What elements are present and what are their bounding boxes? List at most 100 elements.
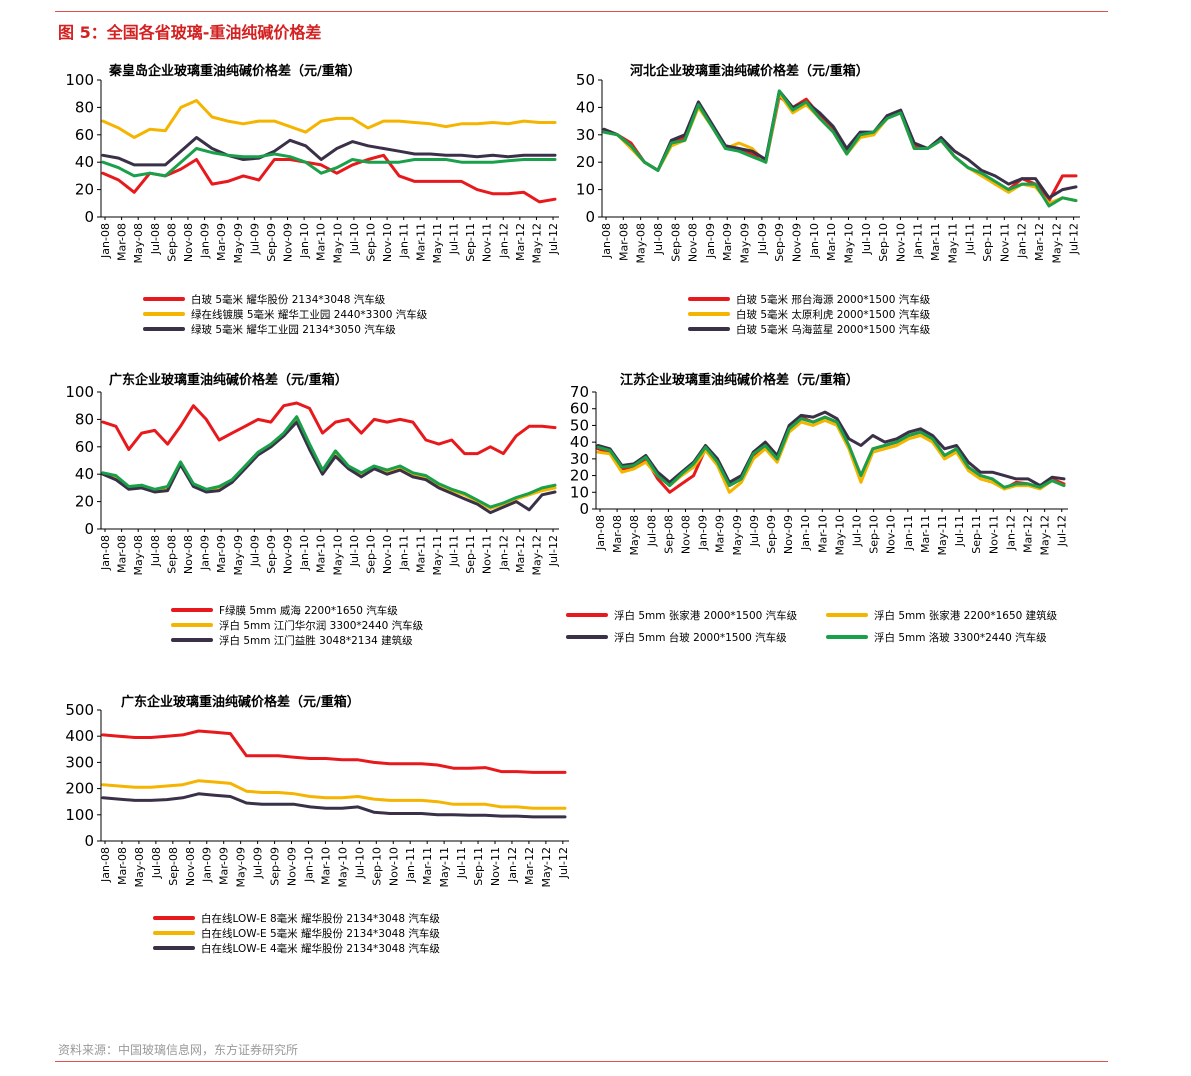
y-tick-label: 20	[75, 493, 94, 511]
x-tick-label: Jul-10	[348, 223, 361, 255]
y-tick-label: 0	[585, 208, 595, 226]
x-tick-label: Sep-08	[165, 223, 178, 262]
x-tick-label: Mar-12	[1033, 223, 1046, 261]
x-tick-label: Mar-11	[414, 223, 427, 261]
series-line-3	[602, 89, 1078, 200]
y-tick-label: 40	[75, 153, 94, 171]
chart-guangdong-lowe: 广东企业玻璃重油纯碱价格差（元/重箱） 0 100 200 300 400 500 Jan-0…	[45, 690, 575, 960]
x-tick-label: Mar-12	[514, 223, 527, 261]
y-tick-label: 30	[576, 126, 595, 144]
x-tick-label: May-09	[731, 515, 744, 556]
x-tick-label: Mar-08	[116, 847, 129, 885]
x-tick-label: Nov-11	[489, 847, 502, 886]
x-tick-label: Mar-11	[421, 847, 434, 885]
y-tick-label: 80	[75, 410, 94, 428]
series-line-2	[101, 99, 557, 139]
x-tick-label: Mar-09	[218, 847, 231, 885]
x-tick-label: Mar-12	[514, 535, 527, 573]
x-tick-label: Jan-11	[398, 223, 411, 259]
x-tick-label: May-08	[132, 223, 145, 264]
x-tick-label: Sep-11	[472, 847, 485, 886]
legend-label-1: 白在线LOW-E 8毫米 耀华股份 2134*3048 汽车级	[201, 912, 440, 925]
x-tick-label: Sep-11	[970, 515, 983, 554]
x-tick-label: Nov-10	[381, 223, 394, 262]
x-tick-label: Mar-11	[414, 535, 427, 573]
y-tick-label: 100	[65, 383, 94, 401]
x-tick-label: Jul-10	[851, 515, 864, 547]
x-tick-label: Nov-08	[680, 515, 693, 554]
x-tick-label: Jan-11	[398, 535, 411, 571]
x-tick-label: Nov-08	[184, 847, 197, 886]
x-tick-label: Sep-11	[464, 223, 477, 262]
y-tick-label: 300	[65, 753, 94, 771]
source-note: 资料来源：中国玻璃信息网，东方证券研究所	[58, 1043, 299, 1057]
x-tick-label: Jan-09	[697, 515, 710, 551]
y-tick-label: 70	[570, 383, 589, 401]
x-tick-label: May-11	[936, 515, 949, 556]
x-tick-label: Jul-11	[953, 515, 966, 547]
x-tick-label: May-11	[431, 535, 444, 576]
legend-label-2: 白在线LOW-E 5毫米 耀华股份 2134*3048 汽车级	[201, 927, 440, 940]
x-tick-label: Mar-10	[315, 535, 328, 573]
x-tick-label: May-08	[133, 847, 146, 888]
x-tick-label: Jan-11	[912, 223, 925, 259]
legend-label-2: 绿在线镀膜 5毫米 耀华工业园 2440*3300 汽车级	[191, 308, 428, 321]
x-tick-label: Mar-10	[825, 223, 838, 261]
y-tick-label: 50	[570, 416, 589, 434]
x-tick-label: Jan-11	[404, 847, 417, 883]
x-tick-label: Jan-10	[808, 223, 821, 259]
x-tick-label: Jan-09	[704, 223, 717, 259]
x-tick-label: May-12	[1039, 515, 1052, 556]
x-tick-label: Jul-12	[547, 223, 560, 255]
y-tick-label: 60	[75, 126, 94, 144]
y-tick-label: 20	[75, 181, 94, 199]
x-tick-label: Sep-10	[370, 847, 383, 886]
chart-hebei: 河北企业玻璃重油纯碱价格差（元/重箱） 0 10 20 30 40 50 Jan-08 Mar-…	[562, 58, 1102, 358]
x-tick-label: Jan-11	[902, 515, 915, 551]
x-tick-label: May-09	[739, 223, 752, 264]
x-tick-label: May-08	[132, 535, 145, 576]
y-tick-label: 30	[570, 450, 589, 468]
legend-label-1: 白玻 5毫米 耀华股份 2134*3048 汽车级	[191, 293, 386, 306]
figure-title: 图 5：全国各省玻璃-重油纯碱价格差	[58, 23, 322, 42]
x-tick-label: Jan-08	[594, 515, 607, 551]
x-tick-label: Mar-08	[617, 223, 630, 261]
y-tick-label: 0	[84, 832, 94, 850]
y-tick-label: 40	[75, 465, 94, 483]
y-tick-label: 500	[65, 701, 94, 719]
chart-jiangsu: 江苏企业玻璃重油纯碱价格差（元/重箱） 0 10 20 30 40 50 60 70 Jan-08…	[560, 370, 1108, 660]
x-tick-label: Jan-08	[99, 847, 112, 883]
x-tick-label: May-08	[628, 515, 641, 556]
chart-title: 广东企业玻璃重油纯碱价格差（元/重箱）	[109, 372, 348, 388]
x-tick-label: Jul-09	[248, 535, 261, 567]
legend-label-4: 浮白 5mm 洛玻 3300*2440 汽车级	[874, 631, 1047, 644]
chart-qinhuangdao: 秦皇岛企业玻璃重油纯碱价格差（元/重箱） 0 20 40 60 80 100 Jan-08 Ma…	[45, 58, 575, 358]
x-tick-label: Sep-10	[868, 515, 881, 554]
series-line-4	[101, 415, 557, 509]
x-tick-label: Jan-12	[497, 535, 510, 571]
x-tick-label: Nov-10	[894, 223, 907, 262]
x-tick-label: Nov-11	[481, 535, 494, 574]
x-tick-label: Nov-11	[481, 223, 494, 262]
x-tick-label: Nov-09	[282, 223, 295, 262]
x-tick-label: Mar-08	[116, 535, 129, 573]
x-tick-label: Nov-09	[782, 515, 795, 554]
chart-guangdong: 广东企业玻璃重油纯碱价格差（元/重箱） 0 20 40 60 80 100 Jan-08 Mar…	[45, 370, 575, 660]
x-tick-label: May-11	[946, 223, 959, 264]
top-rule	[55, 11, 1108, 12]
x-tick-label: Jul-11	[447, 535, 460, 567]
x-tick-label: Jan-09	[201, 847, 214, 883]
x-tick-label: Mar-09	[714, 515, 727, 553]
x-tick-label: Jul-09	[748, 515, 761, 547]
x-tick-label: May-10	[833, 515, 846, 556]
x-tick-label: Mar-12	[523, 847, 536, 885]
series-line-3	[101, 420, 557, 515]
y-tick-label: 40	[576, 98, 595, 116]
x-tick-label: Nov-09	[286, 847, 299, 886]
x-tick-label: May-12	[530, 223, 543, 264]
y-tick-label: 60	[570, 400, 589, 418]
legend-label-3: 浮白 5mm 台玻 2000*1500 汽车级	[614, 631, 787, 644]
chart-title: 广东企业玻璃重油纯碱价格差（元/重箱）	[121, 694, 360, 710]
x-tick-label: Jan-12	[1016, 223, 1029, 259]
x-tick-label: Jan-12	[497, 223, 510, 259]
